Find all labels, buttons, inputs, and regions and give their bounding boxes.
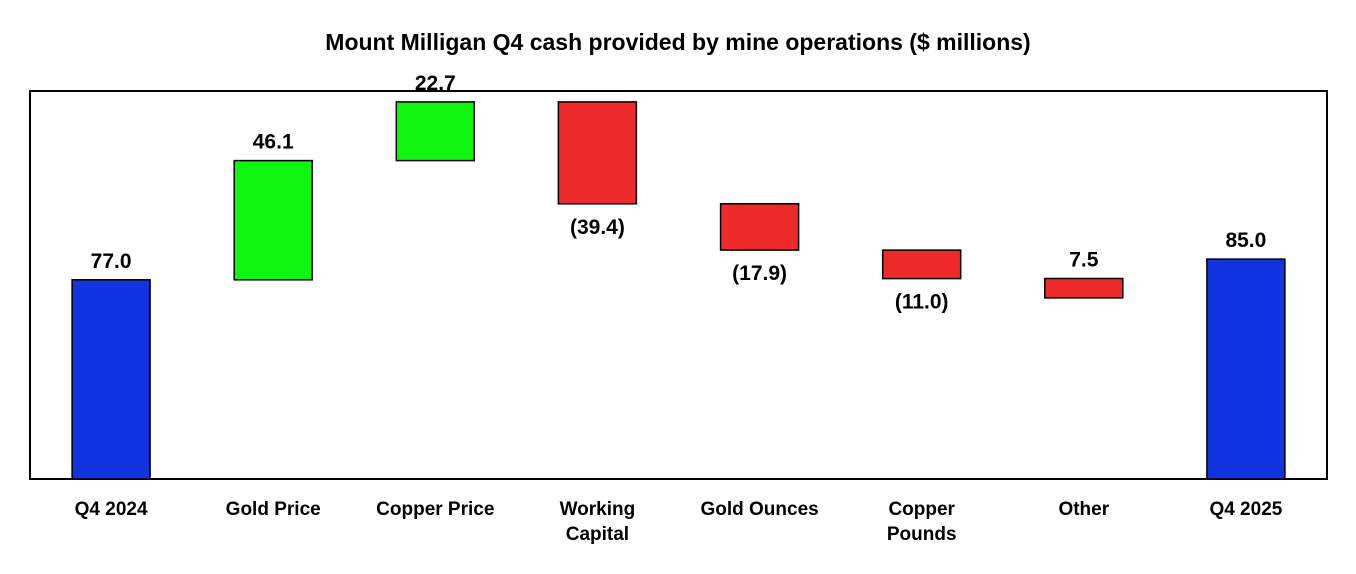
data-label-gold-price: 46.1 (253, 131, 294, 154)
bar-copper-pounds (881, 249, 962, 280)
chart-title: Mount Milligan Q4 cash provided by mine … (325, 29, 1030, 55)
bar-q4-2024 (71, 279, 151, 480)
bar-other (1044, 277, 1124, 299)
bar-working-capital (557, 101, 638, 205)
bars-layer (71, 101, 1286, 480)
tick-label-gold-ounces: Gold Ounces (700, 499, 818, 520)
tick-label-q4-2025: Q4 2025 (1209, 499, 1282, 520)
data-label-other: 7.5 (1069, 249, 1099, 272)
tick-label-working-capital: Working Capital (560, 499, 636, 545)
data-label-gold-ounces: (17.9) (732, 262, 787, 285)
plot-area-frame (29, 90, 1328, 480)
tick-label-copper-price: Copper Price (376, 499, 494, 520)
tick-label-copper-pounds: Copper Pounds (887, 499, 957, 545)
tick-label-gold-price: Gold Price (226, 499, 321, 520)
bar-gold-price (233, 159, 313, 281)
bar-q4-2025 (1206, 258, 1286, 480)
tick-label-other: Other (1058, 499, 1109, 520)
x-axis-tick-labels: Q4 2024 Gold Price Copper Price Working Capi… (75, 499, 1283, 545)
tick-label-q4-2024: Q4 2024 (75, 499, 148, 520)
data-label-copper-price: 22.7 (415, 72, 456, 95)
data-label-copper-pounds: (11.0) (895, 291, 949, 314)
bar-copper-price (395, 101, 476, 162)
data-label-q4-2024: 77.0 (91, 250, 132, 273)
data-labels-layer: 77.0 46.1 22.7 (39.4) (17.9) (11.0) 7.5 85.0 (91, 72, 1267, 314)
data-label-q4-2025: 85.0 (1225, 229, 1266, 252)
data-label-working-capital: (39.4) (570, 216, 625, 239)
bar-gold-ounces (719, 203, 800, 251)
